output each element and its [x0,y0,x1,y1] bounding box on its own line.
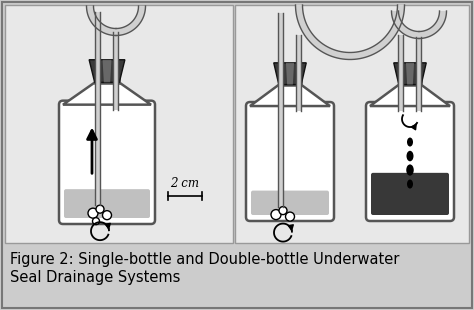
Bar [95,12,100,205]
FancyBboxPatch shape [64,189,150,218]
Bar [95,62,119,82]
FancyBboxPatch shape [246,102,334,221]
Bar [279,13,283,206]
Bar [417,37,421,111]
Ellipse shape [407,151,413,161]
Circle shape [285,212,294,221]
Text: Seal Drainage Systems: Seal Drainage Systems [10,270,181,285]
Text: Figure 2: Single-bottle and Double-bottle Underwater: Figure 2: Single-bottle and Double-bottl… [10,252,400,267]
Bar [113,32,118,110]
Polygon shape [274,63,306,85]
Polygon shape [116,6,146,36]
Polygon shape [86,6,116,36]
Bar [297,35,301,111]
FancyBboxPatch shape [251,191,329,215]
Text: 2 cm: 2 cm [171,177,200,190]
Circle shape [88,208,98,218]
Polygon shape [394,63,426,85]
Ellipse shape [407,179,413,188]
Circle shape [96,205,104,213]
Polygon shape [286,63,294,85]
Bar [399,35,403,111]
Polygon shape [89,60,125,82]
Bar [279,65,301,85]
Ellipse shape [406,164,414,176]
Circle shape [92,218,100,225]
FancyBboxPatch shape [59,101,155,224]
Circle shape [271,210,281,219]
Polygon shape [370,85,450,106]
Ellipse shape [407,138,413,147]
Bar [399,65,421,85]
Polygon shape [419,11,447,38]
Circle shape [102,211,111,220]
Polygon shape [392,11,419,38]
Polygon shape [63,82,151,105]
FancyBboxPatch shape [371,173,449,215]
Bar [5,5,233,243]
Bar [235,5,469,243]
Polygon shape [295,5,404,60]
Polygon shape [250,85,330,106]
FancyBboxPatch shape [366,102,454,221]
Circle shape [279,206,287,215]
Polygon shape [102,60,111,82]
Polygon shape [406,63,414,85]
